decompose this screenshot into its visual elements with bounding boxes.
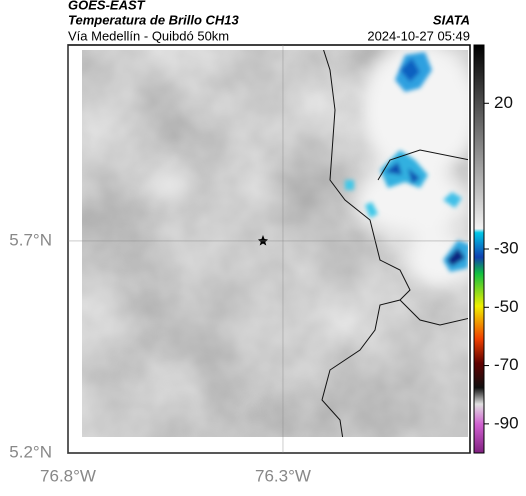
colorbar-tick-label: -70 [494,355,519,374]
x-tick-label: 76.8°W [40,466,96,485]
colorbar [473,44,485,454]
y-tick-label: 5.2°N [9,442,52,461]
source: SIATA [433,12,470,27]
x-tick-label: 76.3°W [255,466,311,485]
colorbar-tick-label: -30 [494,238,519,257]
title: GOES-EAST [68,0,146,12]
satellite-image [82,50,468,437]
route: Vía Medellín - Quibdó 50km [68,28,229,43]
borders [321,50,468,437]
location-marker [258,235,268,246]
colorbar-tick-label: 20 [494,93,513,112]
y-tick-label: 5.7°N [9,230,52,249]
timestamp: 2024-10-27 05:49 [367,28,470,43]
subtitle: Temperatura de Brillo CH13 [68,12,240,27]
colorbar-tick-label: -50 [494,297,519,316]
colorbar-tick-label: -90 [494,413,519,432]
